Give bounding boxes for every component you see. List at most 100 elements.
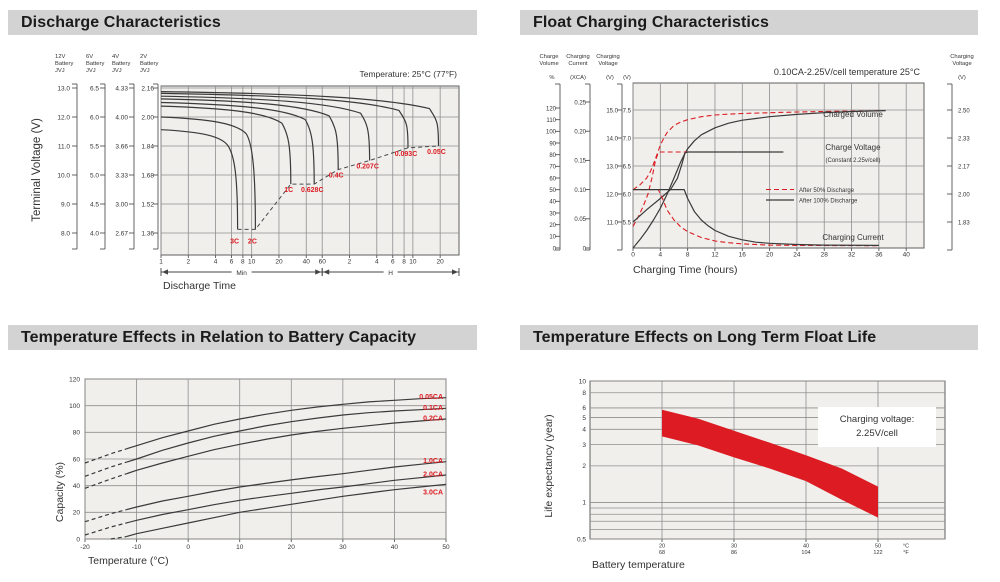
x-tick-label-c: 20 [659,544,665,550]
life-band [662,409,878,518]
scale-tick-label: 11.0 [607,220,619,226]
x-tick-label: 36 [875,252,883,259]
x-tick-label: 60 [319,259,327,266]
x-tick-label: -10 [132,544,142,551]
scale-header: Volume [539,61,558,67]
x-unit-label: Min [236,270,247,277]
curve-rate-label: 1.0CA [423,458,443,465]
y-tick-label: 10 [579,378,587,385]
scale-tick-label: 0 [583,246,587,252]
scale-header: 4V [112,54,119,60]
section-header-temp-float-life: Temperature Effects on Long Term Float L… [520,325,978,350]
x-tick-label: 20 [288,544,296,551]
scale-tick-label: 2.50 [958,108,970,114]
scale-header: JVJ [140,68,150,74]
scale-tick-label: 2.16 [141,85,154,92]
discharge-curve [160,116,256,230]
x-tick-label: 28 [821,252,829,259]
x-tick-label-f: 86 [731,550,737,556]
scale-header: Battery [112,61,130,67]
scale-tick-label: 0.15 [574,159,586,165]
series-charged_volume_after_50 [632,110,879,191]
scale-header: Charge [539,54,558,60]
capacity-curve-dashed [84,448,127,464]
scale-header: JVJ [112,68,122,74]
x-tick-label: 1 [159,259,163,266]
legend-label: After 100% Discharge [799,199,858,205]
scale-tick-label: 12.0 [57,114,70,121]
scale-tick-label: 90 [549,141,556,147]
x-tick-label: 6 [230,259,234,266]
x-tick-label: 4 [375,259,379,266]
curve-rate-label: 0.05C [427,149,446,156]
scale-tick-label: 4.5 [90,201,99,208]
curve-rate-label: 0.4C [329,173,344,180]
scale-header: Voltage [952,61,971,67]
x-tick-label: 20 [766,252,774,259]
scale-tick-label: 40 [549,200,556,206]
curve-rate-label: 0.1CA [423,405,443,412]
x-tick-label: 2 [186,259,190,266]
label-charged-volume: Charged Volume [823,110,883,119]
series-charging_current_after_50 [633,189,879,247]
y-tick-label: 4 [582,427,586,434]
scale-unit: % [549,75,554,81]
x-tick-label-c: 40 [803,544,809,550]
scale-tick-label: 110 [546,118,556,124]
y-axis-title: Capacity (%) [54,462,66,522]
curve-rate-label: 3.0CA [423,489,443,496]
y-tick-label: 8 [582,390,586,397]
scale-header: Current [568,61,588,67]
y-tick-label: 0.5 [577,536,586,543]
x-tick-label: 10 [236,544,244,551]
capacity-curve-dashed [84,522,127,536]
x-tick-label: 0 [186,544,190,551]
scale-tick-label: 60 [549,176,556,182]
scale-tick-label: 3.00 [115,201,128,208]
x-tick-label: 4 [214,259,218,266]
arrow-head [315,269,322,275]
series-charge_voltage_after_100 [632,151,784,223]
capacity-curve [126,397,447,450]
discharge-curve [160,98,339,170]
x-axis-title: Battery temperature [592,559,685,571]
y-axis-title: Life expectancy (year) [543,414,555,517]
label-charge-voltage: Charge Voltage [825,143,881,152]
curve-rate-label: 3C [230,238,239,245]
discharge-curve [160,95,371,161]
scale-tick-label: 2.17 [958,164,970,170]
scale-header: 6V [86,54,93,60]
section-header-float-charging: Float Charging Characteristics [520,10,978,35]
x-tick-label-c: 50 [875,544,881,550]
y-tick-label: 120 [69,376,80,383]
scale-tick-label: 6.5 [90,85,99,92]
curve-rate-label: 0.093C [395,151,418,158]
scale-unit: (V) [606,75,614,81]
y-tick-label: 20 [73,510,81,517]
scale-tick-label: 0.20 [574,130,586,136]
capacity-curve [126,407,447,463]
scale-tick-label: 6.0 [90,114,99,121]
curve-rate-label: 0.2CA [423,416,443,423]
scale-tick-label: 1.36 [141,230,154,237]
scale-tick-label: 50 [549,188,556,194]
x-unit-label: H [388,270,393,277]
capacity-curve-dashed [84,509,127,523]
discharge-curve [160,91,440,147]
curve-rate-label: 2C [248,238,257,245]
x-tick-label: 8 [686,252,690,259]
y-tick-label: 100 [69,403,80,410]
scale-header: JVJ [86,68,96,74]
scale-tick-label: 6.0 [623,192,632,198]
y-tick-label: 3 [582,442,586,449]
x-tick-label: 4 [659,252,663,259]
x-tick-label: 40 [303,259,311,266]
x-tick-label-f: 104 [801,550,810,556]
x-tick-label: 2 [348,259,352,266]
x-tick-label: 40 [903,252,911,259]
x-tick-label-c: 30 [731,544,737,550]
discharge-chart: 12VBatteryJVJ13.012.011.010.09.08.06VBat… [31,54,460,292]
scale-header: 12V [55,54,65,60]
